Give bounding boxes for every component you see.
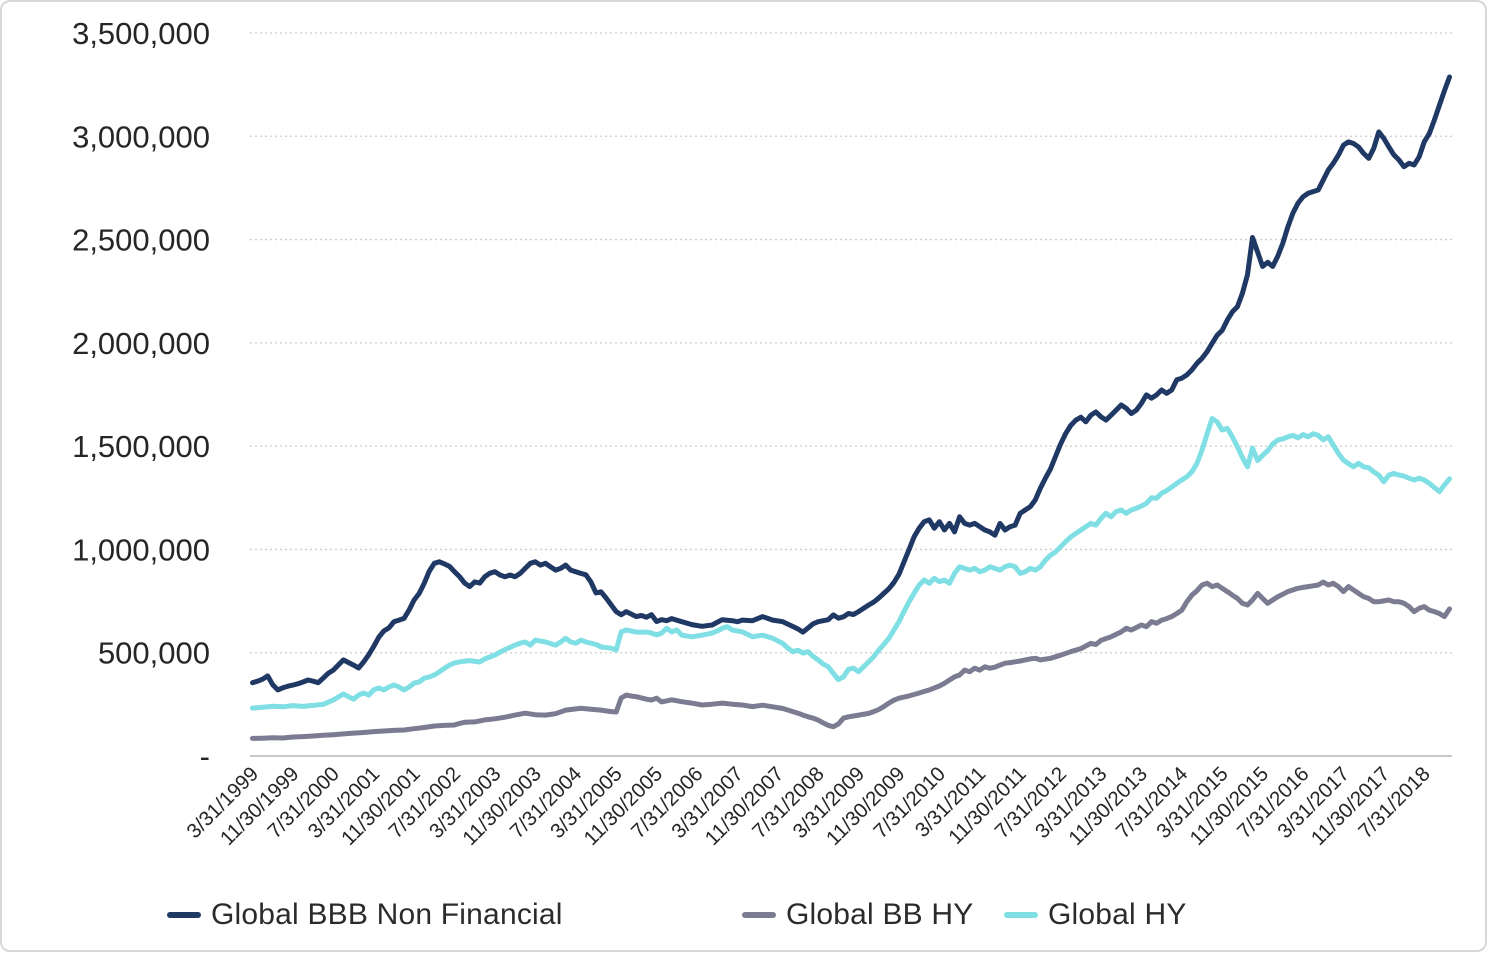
y-axis-tick-label: 1,000,000 <box>72 532 210 567</box>
x-axis-labels: 3/31/199911/30/19997/31/20003/31/200111/… <box>182 762 1434 850</box>
y-axis-tick-label: - <box>200 739 210 774</box>
series-line-global-hy <box>250 416 1452 711</box>
y-axis-tick-label: 3,500,000 <box>72 16 210 51</box>
y-axis-tick-label: 3,000,000 <box>72 119 210 154</box>
y-axis-tick-label: 500,000 <box>98 636 210 671</box>
series-line-global-bb-hy <box>250 579 1452 741</box>
y-axis-labels: 3,500,000 3,000,000 2,500,000 2,000,000 1,50… <box>72 16 210 774</box>
series-line-global-bbb-non-financial <box>250 74 1452 693</box>
y-axis-tick-label: 2,500,000 <box>72 223 210 258</box>
series-lines <box>250 74 1452 741</box>
gridlines <box>250 32 1452 757</box>
y-axis-tick-label: 2,000,000 <box>72 326 210 361</box>
y-axis-tick-label: 1,500,000 <box>72 429 210 464</box>
